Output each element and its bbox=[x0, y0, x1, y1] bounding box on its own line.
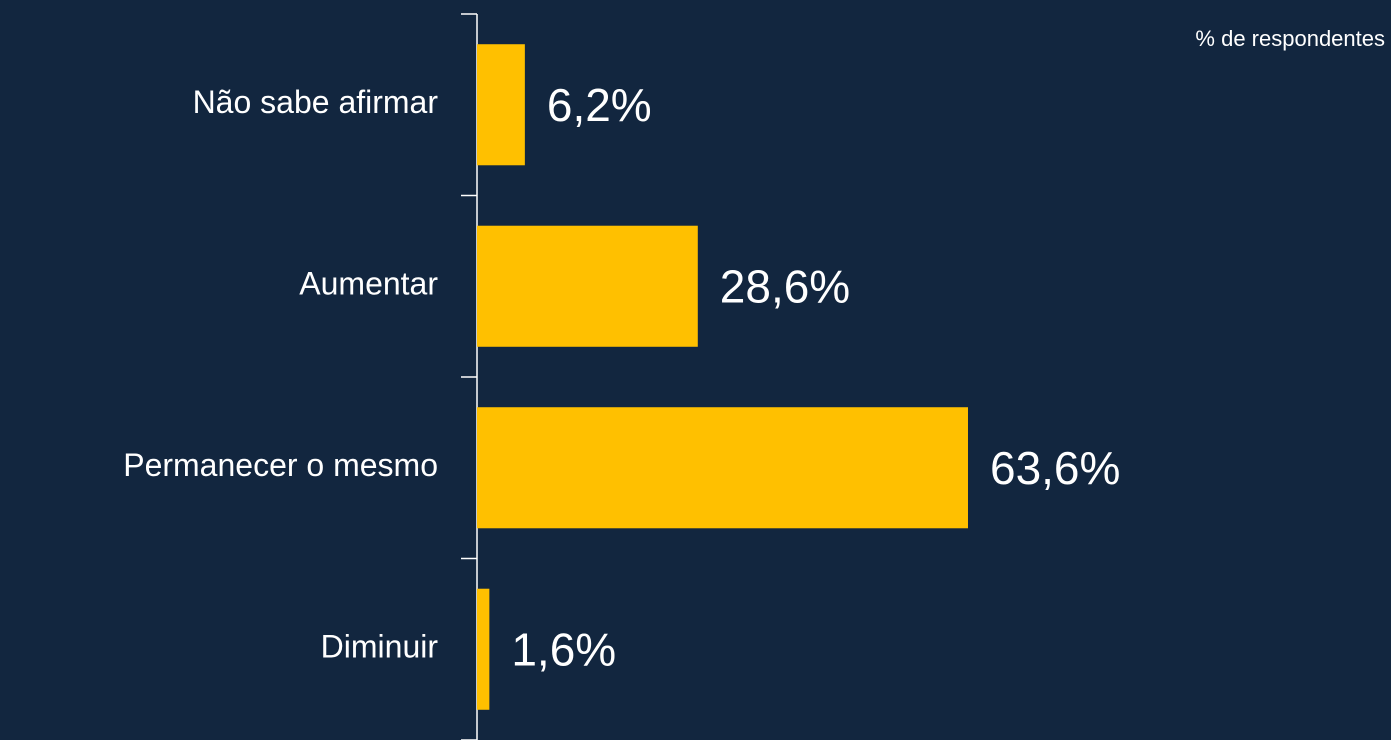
value-label: 63,6% bbox=[990, 442, 1120, 494]
bar bbox=[477, 588, 490, 710]
value-label: 1,6% bbox=[511, 623, 616, 675]
value-label: 28,6% bbox=[720, 260, 850, 312]
bar bbox=[477, 225, 698, 347]
category-label: Aumentar bbox=[299, 266, 438, 302]
category-label: Permanecer o mesmo bbox=[123, 447, 438, 483]
category-label: Diminuir bbox=[321, 629, 439, 665]
category-label: Não sabe afirmar bbox=[193, 84, 439, 120]
value-label: 6,2% bbox=[547, 79, 652, 131]
annotation: % de respondentes bbox=[1195, 26, 1385, 51]
bar bbox=[477, 44, 525, 166]
bar bbox=[477, 407, 968, 529]
